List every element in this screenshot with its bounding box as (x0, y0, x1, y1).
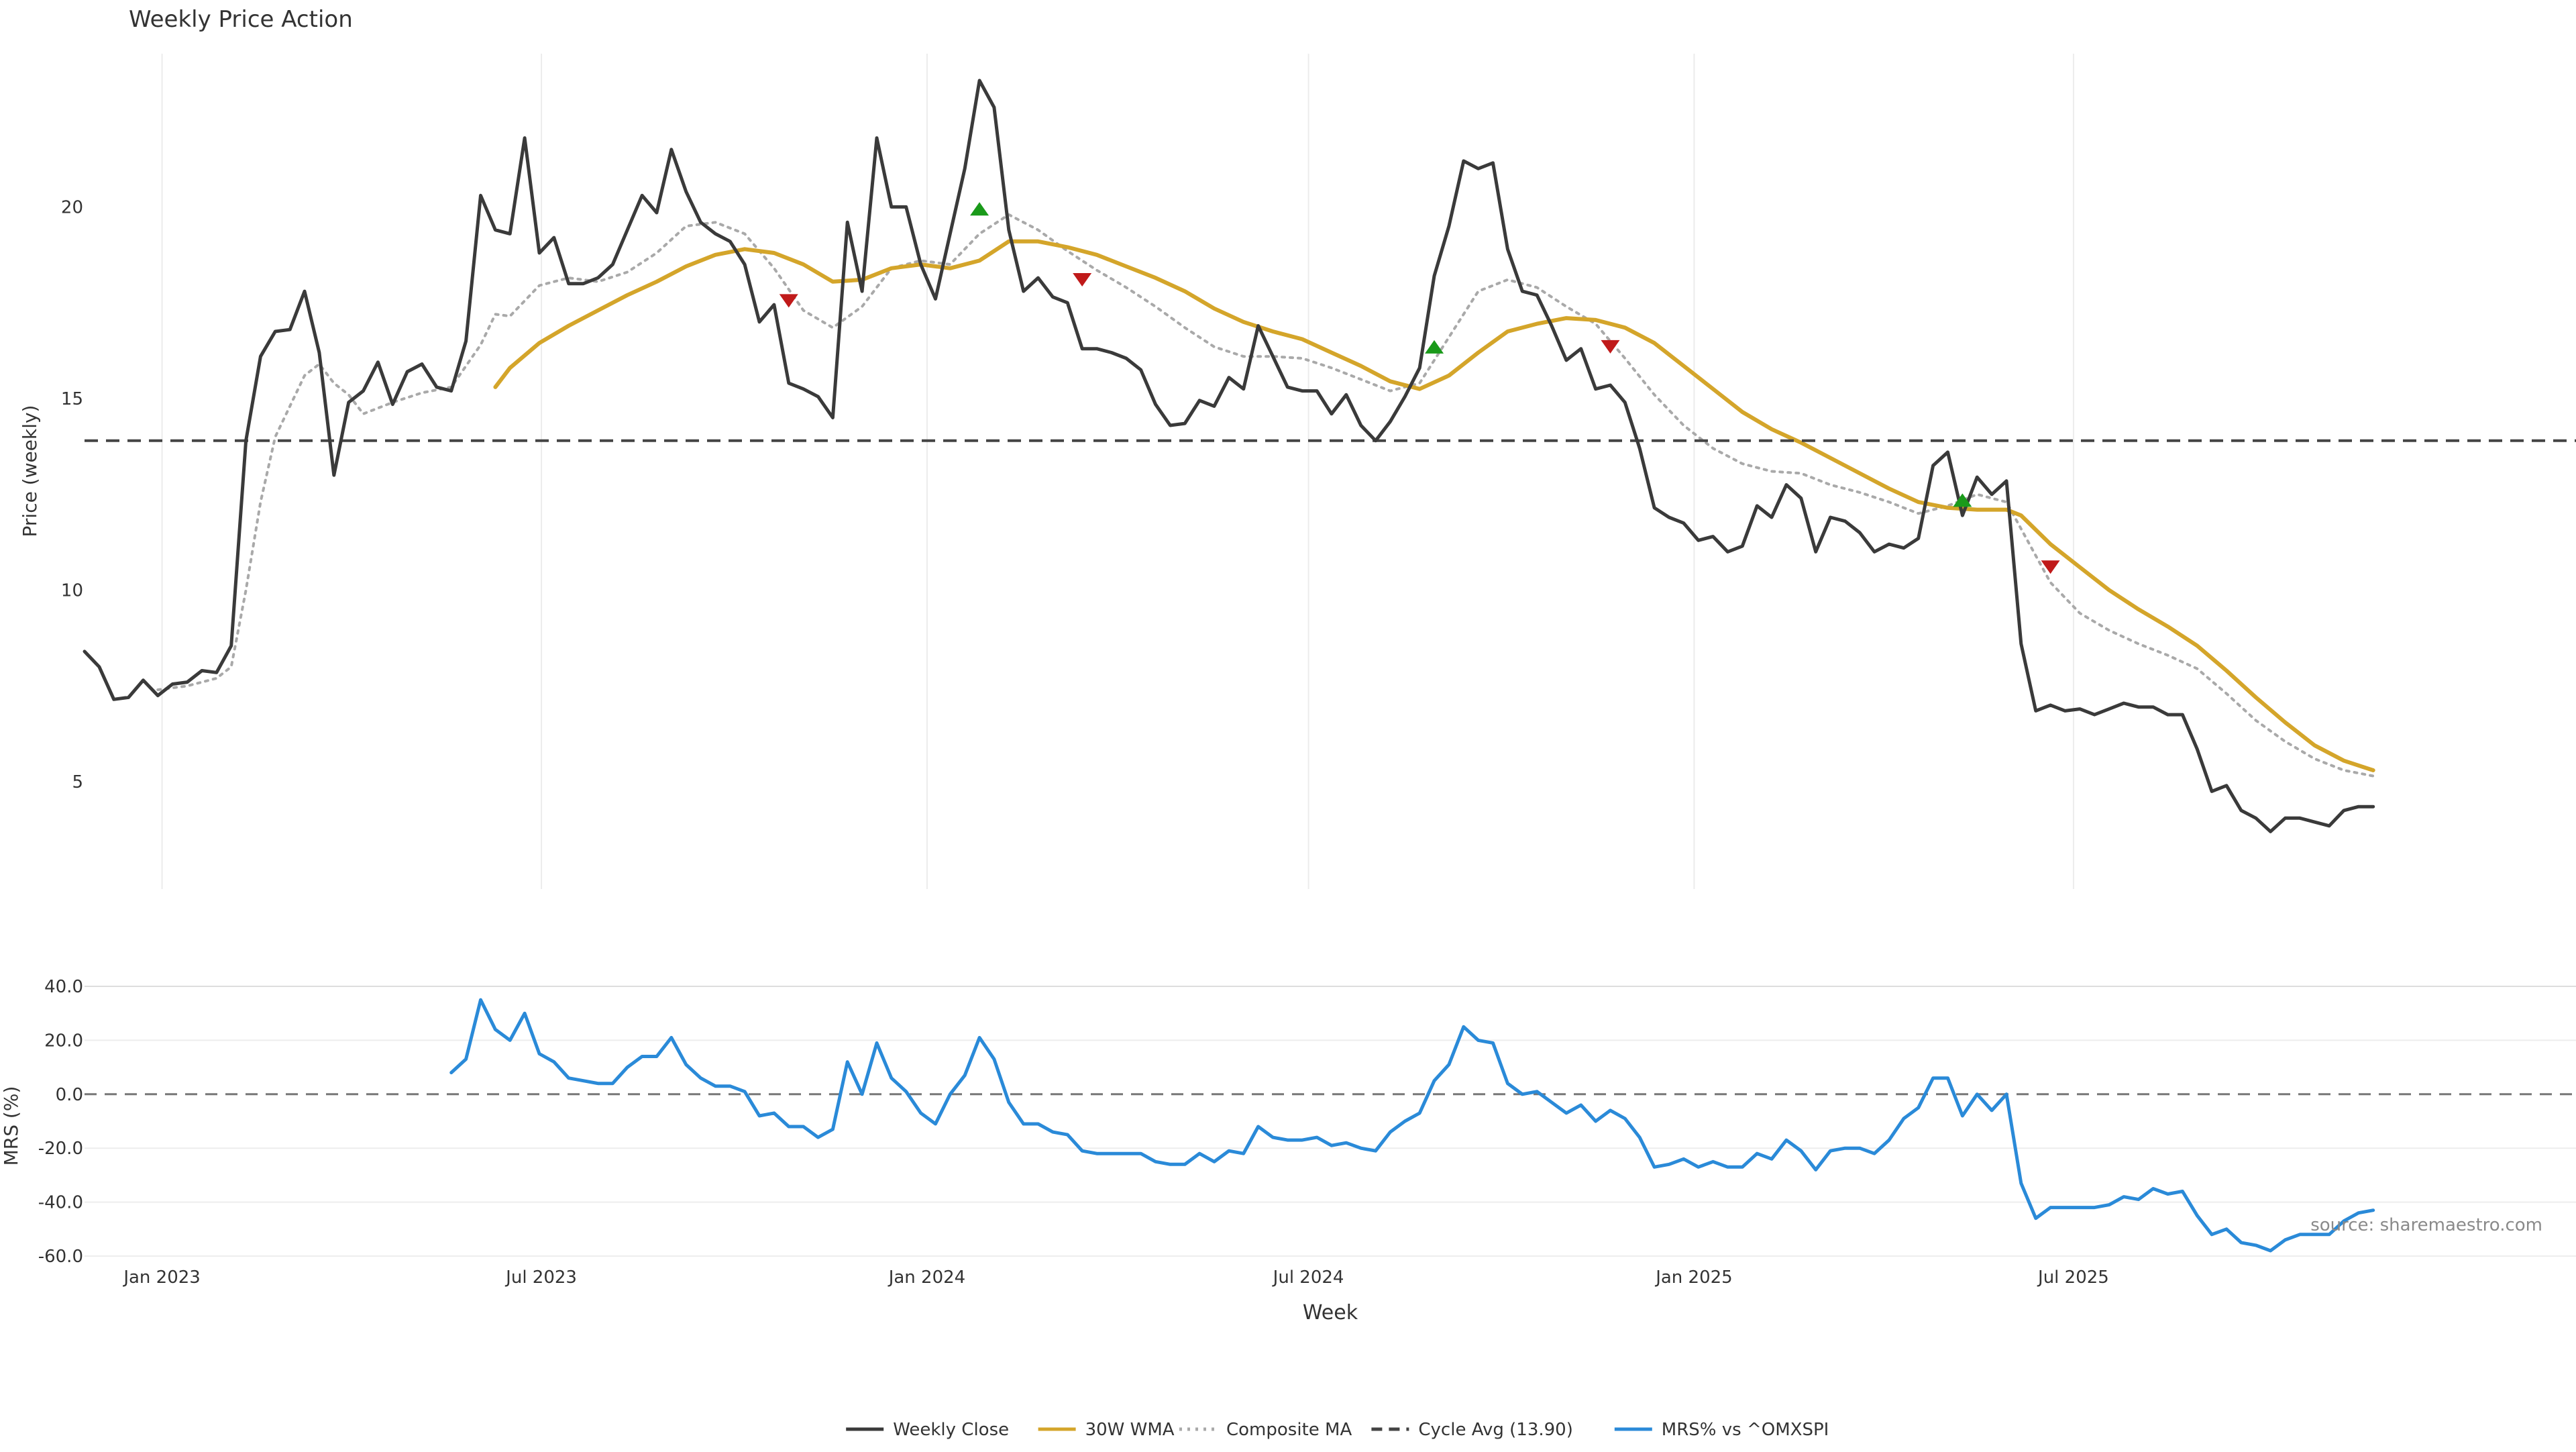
x-axis-label: Week (1303, 1301, 1358, 1325)
price-y-axis-label: Price (weekly) (19, 405, 41, 537)
mrs-series-group (449, 998, 2375, 1253)
chart-legend: Weekly Close 30W WMA Composite MA Cycle Avg… (846, 1420, 1829, 1440)
sell-signal-marker-6 (1601, 340, 1620, 354)
x-tick-jul-2023: Jul 2023 (504, 1267, 577, 1288)
price-panel: Weekly Price Action Price (weekly) 5 10 15… (19, 6, 2576, 889)
mrs-panel: MRS (%) 40.0 20.0 0.0 -20.0 -40.0 -60.0 sourc… (0, 977, 2576, 1267)
sell-signal-marker-7 (2041, 560, 2060, 574)
legend-label-mrs-vs-omxspi: MRS% vs ^OMXSPI (1662, 1420, 1829, 1440)
signal-markers (779, 202, 2060, 574)
buy-signal-marker-1 (970, 202, 989, 216)
legend-label-weekly-close: Weekly Close (893, 1420, 1009, 1440)
sell-signal-marker-5 (1073, 272, 1092, 287)
price-chart-title: Weekly Price Action (129, 6, 353, 33)
mrs-y-axis-label: MRS (%) (0, 1086, 22, 1166)
legend-item-mrs-vs-omxspi: MRS% vs ^OMXSPI (1614, 1420, 1829, 1440)
x-tick-jul-2024: Jul 2024 (1272, 1267, 1344, 1288)
price-series-group (83, 79, 2576, 833)
x-axis: Jan 2023 Jul 2023 Jan 2024 Jul 2024 Jan 2025… (122, 1267, 2109, 1325)
legend-item-composite-ma: Composite MA (1179, 1420, 1352, 1440)
series-composite-ma (156, 213, 2375, 778)
series-weekly-close (83, 79, 2375, 833)
legend-label-cycle-avg-13-90: Cycle Avg (13.90) (1418, 1420, 1572, 1440)
buy-signal-marker-2 (1425, 340, 1444, 354)
mrs-y-tick-0-0: 0.0 (56, 1085, 83, 1105)
mrs-gridlines (85, 986, 2576, 1257)
source-annotation: source: sharemaestro.com (2310, 1215, 2542, 1235)
mrs-y-tick-20-0: -20.0 (38, 1139, 83, 1159)
x-tick-jan-2024: Jan 2024 (888, 1267, 966, 1288)
legend-label-30w-wma: 30W WMA (1085, 1420, 1175, 1440)
mrs-y-tick-20-0: 20.0 (44, 1031, 83, 1051)
sell-signal-marker-4 (779, 294, 798, 308)
series-mrs-vs-omxspi (449, 998, 2375, 1253)
legend-item-weekly-close: Weekly Close (846, 1420, 1009, 1440)
legend-item-30w-wma: 30W WMA (1038, 1420, 1175, 1440)
price-y-tick-10: 10 (61, 581, 83, 601)
legend-item-cycle-avg-13-90: Cycle Avg (13.90) (1371, 1420, 1573, 1440)
mrs-y-tick-40-0: 40.0 (44, 977, 83, 997)
x-tick-jan-2025: Jan 2025 (1654, 1267, 1733, 1288)
mrs-y-tick-60-0: -60.0 (38, 1247, 83, 1267)
mrs-y-ticks: 40.0 20.0 0.0 -20.0 -40.0 -60.0 (38, 977, 83, 1267)
price-y-tick-15: 15 (61, 389, 83, 409)
mrs-y-tick-40-0: -40.0 (38, 1193, 83, 1213)
x-tick-labels: Jan 2023 Jul 2023 Jan 2024 Jul 2024 Jan 2025… (122, 1267, 2109, 1288)
price-gridlines (161, 54, 2074, 889)
series-30w-wma (493, 239, 2375, 772)
x-tick-jan-2023: Jan 2023 (122, 1267, 201, 1288)
price-y-ticks: 5 10 15 20 (61, 197, 83, 792)
buy-signal-marker-3 (1953, 493, 1972, 507)
x-tick-jul-2025: Jul 2025 (2037, 1267, 2109, 1288)
price-y-tick-5: 5 (72, 772, 83, 792)
legend-label-composite-ma: Composite MA (1226, 1420, 1352, 1440)
price-y-tick-20: 20 (61, 197, 83, 217)
